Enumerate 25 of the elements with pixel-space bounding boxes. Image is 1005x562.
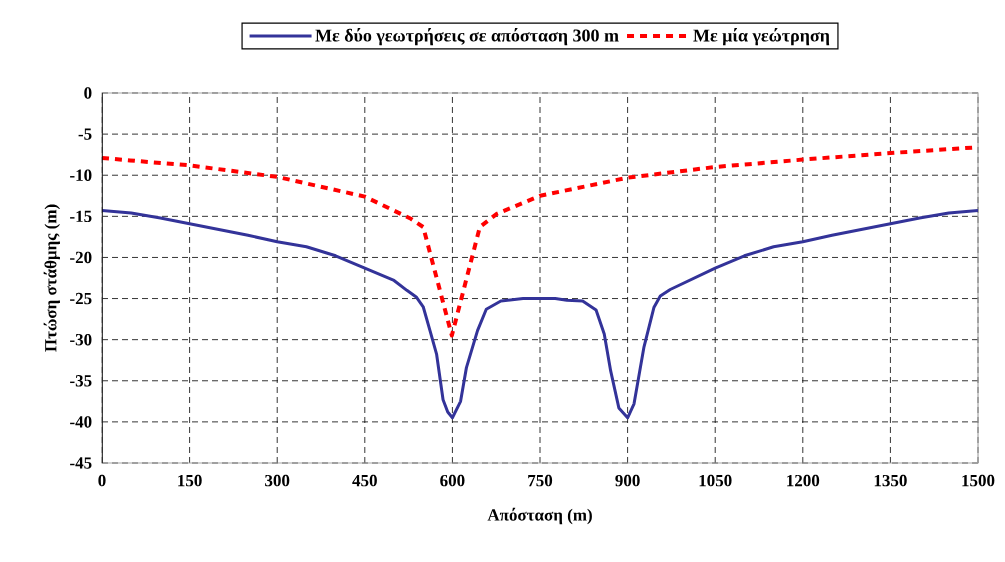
x-tick-label: 150 xyxy=(178,474,202,487)
y-tick-label: -10 xyxy=(70,169,92,181)
y-tick-label: -20 xyxy=(70,251,92,264)
y-tick-label: -30 xyxy=(70,333,92,346)
x-tick-label: 1050 xyxy=(699,474,732,487)
x-tick-label: 0 xyxy=(98,474,106,487)
y-tick-label: -45 xyxy=(70,457,92,469)
y-axis-title: Πτώση στάθμης (m) xyxy=(43,204,60,352)
x-axis-title: Απόσταση (m) xyxy=(487,507,592,525)
y-tick-label: 0 xyxy=(84,87,92,99)
x-tick-label: 900 xyxy=(615,474,640,487)
x-tick-label: 450 xyxy=(352,474,377,487)
x-tick-label: 600 xyxy=(440,474,465,487)
x-tick-label: 1200 xyxy=(787,474,820,487)
legend-label: Με δύο γεωτρήσεις σε απόσταση 300 m xyxy=(315,28,619,46)
x-tick-label: 750 xyxy=(528,474,553,487)
x-tick-label: 1350 xyxy=(874,474,907,487)
y-tick-label: -35 xyxy=(70,375,92,387)
legend-label: Με μία γεώτρηση xyxy=(693,28,830,46)
x-tick-label: 1500 xyxy=(962,474,995,487)
y-tick-label: -25 xyxy=(70,292,92,305)
y-tick-label: -15 xyxy=(70,210,92,223)
y-tick-label: -40 xyxy=(70,416,92,428)
y-tick-label: -5 xyxy=(78,128,92,140)
x-tick-label: 300 xyxy=(265,474,290,487)
